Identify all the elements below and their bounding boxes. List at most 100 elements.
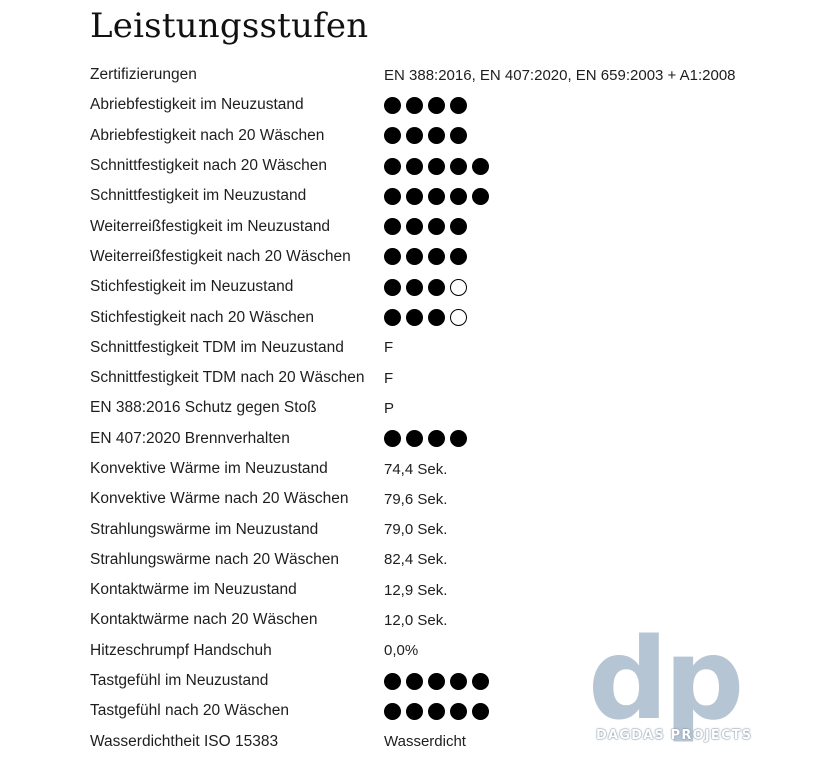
rating-dots <box>384 96 472 114</box>
filled-dot-icon <box>406 127 423 145</box>
row-label: Schnittfestigkeit im Neuzustand <box>90 187 307 205</box>
table-row: Abriebfestigkeit nach 20 Wäschen <box>90 121 790 151</box>
table-row: Abriebfestigkeit im Neuzustand <box>90 90 790 120</box>
table-row: Konvektive Wärme nach 20 Wäschen 79,6 Sek… <box>90 484 790 514</box>
filled-dot-icon <box>384 248 401 266</box>
table-row: Schnittfestigkeit im Neuzustand <box>90 181 790 211</box>
rating-dots <box>384 672 494 690</box>
watermark-logo: dp DAGDAS PROJECTS <box>588 615 788 748</box>
table-row: Tastgefühl im Neuzustand <box>90 666 790 696</box>
table-row: Schnittfestigkeit nach 20 Wäschen <box>90 151 790 181</box>
filled-dot-icon <box>428 702 445 720</box>
filled-dot-icon <box>450 702 467 720</box>
table-row: Strahlungswärme im Neuzustand 79,0 Sek. <box>90 514 790 544</box>
table-row: Strahlungswärme nach 20 Wäschen 82,4 Sek. <box>90 545 790 575</box>
filled-dot-icon <box>384 187 401 205</box>
filled-dot-icon <box>406 430 423 448</box>
empty-dot-icon <box>450 278 467 296</box>
row-label: Strahlungswärme nach 20 Wäschen <box>90 550 339 568</box>
filled-dot-icon <box>450 672 467 690</box>
table-row: Schnittfestigkeit TDM nach 20 Wäschen F <box>90 363 790 393</box>
filled-dot-icon <box>428 278 445 296</box>
row-value: 79,0 Sek. <box>384 521 448 539</box>
filled-dot-icon <box>428 430 445 448</box>
filled-dot-icon <box>428 218 445 236</box>
filled-dot-icon <box>450 430 467 448</box>
row-label: Abriebfestigkeit nach 20 Wäschen <box>90 126 325 144</box>
rating-dots <box>384 127 472 145</box>
filled-dot-icon <box>384 430 401 448</box>
rating-dots <box>384 248 472 266</box>
filled-dot-icon <box>428 672 445 690</box>
table-row: Weiterreißfestigkeit nach 20 Wäschen <box>90 242 790 272</box>
row-label: Konvektive Wärme nach 20 Wäschen <box>90 490 349 508</box>
rating-dots <box>384 218 472 236</box>
table-row: Hitzeschrumpf Handschuh 0,0% <box>90 636 790 666</box>
table-row: Kontaktwärme nach 20 Wäschen 12,0 Sek. <box>90 605 790 635</box>
filled-dot-icon <box>384 218 401 236</box>
performance-levels-table: Zertifizierungen EN 388:2016, EN 407:2020… <box>90 60 790 757</box>
filled-dot-icon <box>384 278 401 296</box>
filled-dot-icon <box>450 248 467 266</box>
table-row: Kontaktwärme im Neuzustand 12,9 Sek. <box>90 575 790 605</box>
filled-dot-icon <box>384 672 401 690</box>
filled-dot-icon <box>406 672 423 690</box>
row-value: 79,6 Sek. <box>384 490 448 508</box>
page-title: Leistungsstufen <box>90 6 369 46</box>
watermark-letters: dp <box>588 615 744 745</box>
filled-dot-icon <box>450 96 467 114</box>
filled-dot-icon <box>406 96 423 114</box>
row-value: 82,4 Sek. <box>384 551 448 569</box>
row-label: Strahlungswärme im Neuzustand <box>90 520 319 538</box>
row-label: EN 407:2020 Brennverhalten <box>90 429 290 447</box>
filled-dot-icon <box>384 96 401 114</box>
filled-dot-icon <box>428 187 445 205</box>
table-row: EN 388:2016 Schutz gegen Stoß P <box>90 393 790 423</box>
filled-dot-icon <box>384 309 401 327</box>
watermark-brand: DAGDAS PROJECTS <box>596 728 753 743</box>
filled-dot-icon <box>428 248 445 266</box>
row-label: Schnittfestigkeit TDM nach 20 Wäschen <box>90 369 365 387</box>
row-value: 0,0% <box>384 642 419 660</box>
filled-dot-icon <box>472 157 489 175</box>
rating-dots <box>384 157 494 175</box>
row-label: Tastgefühl im Neuzustand <box>90 672 269 690</box>
table-row: Schnittfestigkeit TDM im Neuzustand F <box>90 333 790 363</box>
row-label: Weiterreißfestigkeit nach 20 Wäschen <box>90 247 351 265</box>
table-row: Konvektive Wärme im Neuzustand 74,4 Sek. <box>90 454 790 484</box>
row-label: Stichfestigkeit nach 20 Wäschen <box>90 308 315 326</box>
filled-dot-icon <box>428 309 445 327</box>
rating-dots <box>384 430 472 448</box>
empty-dot-icon <box>450 309 467 327</box>
filled-dot-icon <box>472 702 489 720</box>
filled-dot-icon <box>428 96 445 114</box>
table-row: Stichfestigkeit im Neuzustand <box>90 272 790 302</box>
filled-dot-icon <box>428 127 445 145</box>
filled-dot-icon <box>384 127 401 145</box>
filled-dot-icon <box>384 702 401 720</box>
filled-dot-icon <box>406 278 423 296</box>
row-value: 12,0 Sek. <box>384 611 448 629</box>
filled-dot-icon <box>406 187 423 205</box>
row-label: Kontaktwärme im Neuzustand <box>90 581 297 599</box>
table-row: Stichfestigkeit nach 20 Wäschen <box>90 302 790 332</box>
row-label: EN 388:2016 Schutz gegen Stoß <box>90 399 317 417</box>
row-value: EN 388:2016, EN 407:2020, EN 659:2003 + … <box>384 66 736 84</box>
filled-dot-icon <box>450 127 467 145</box>
filled-dot-icon <box>406 309 423 327</box>
filled-dot-icon <box>406 218 423 236</box>
filled-dot-icon <box>450 187 467 205</box>
row-value: P <box>384 399 395 417</box>
rating-dots <box>384 309 472 327</box>
filled-dot-icon <box>406 248 423 266</box>
row-label: Kontaktwärme nach 20 Wäschen <box>90 611 318 629</box>
filled-dot-icon <box>450 218 467 236</box>
row-label: Weiterreißfestigkeit im Neuzustand <box>90 217 331 235</box>
filled-dot-icon <box>428 157 445 175</box>
table-row: Weiterreißfestigkeit im Neuzustand <box>90 211 790 241</box>
table-row: Wasserdichtheit ISO 15383 Wasserdicht <box>90 727 790 757</box>
filled-dot-icon <box>450 157 467 175</box>
row-value: F <box>384 369 394 387</box>
row-label: Stichfestigkeit im Neuzustand <box>90 278 294 296</box>
rating-dots <box>384 702 494 720</box>
